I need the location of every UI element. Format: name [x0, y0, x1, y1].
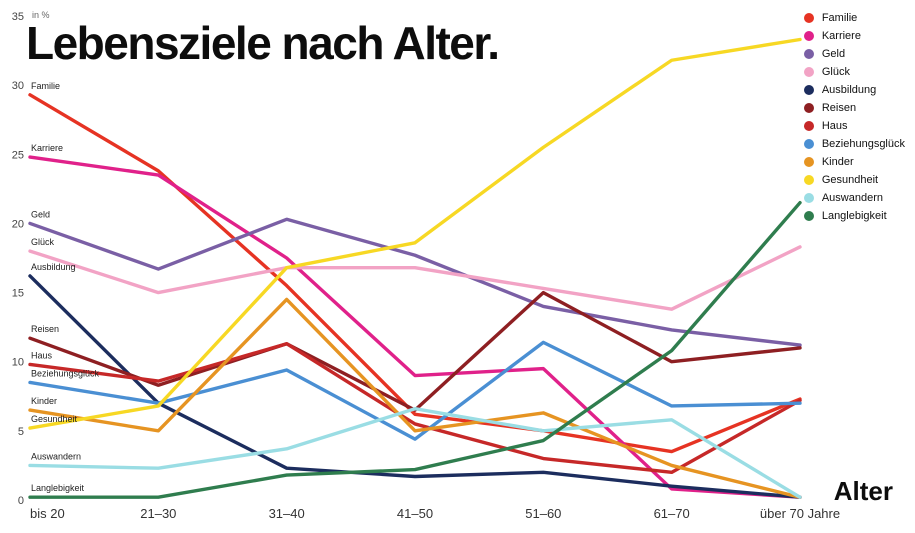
- series-line-gl-ck: [28, 245, 802, 311]
- legend-color-dot: [803, 157, 814, 167]
- x-tick-label: 41–50: [397, 506, 433, 521]
- series-line-auswandern: [28, 407, 802, 499]
- series-start-label: Geld: [31, 209, 50, 219]
- series-start-label: Auswandern: [31, 451, 81, 461]
- series-line-beziehungsgl-ck: [28, 340, 802, 441]
- legend-color-dot: [803, 193, 814, 203]
- legend-item: Kinder: [803, 156, 905, 168]
- series-start-label: Beziehungsglück: [31, 368, 100, 378]
- x-axis-title: Alter: [833, 476, 893, 506]
- page-title: Lebensziele nach Alter.: [26, 17, 500, 69]
- legend-color-dot: [803, 121, 814, 131]
- x-tick-label: 61–70: [654, 506, 690, 521]
- legend-color-dot: [803, 103, 814, 113]
- y-tick-label: 10: [12, 357, 24, 369]
- legend-label: Haus: [821, 120, 848, 132]
- y-tick-label: 5: [18, 426, 24, 438]
- legend-label: Reisen: [821, 102, 857, 114]
- legend-item: Glück: [803, 66, 905, 78]
- legend-label: Beziehungsglück: [821, 138, 905, 150]
- legend-color-dot: [803, 139, 814, 149]
- legend-label: Auswandern: [821, 192, 883, 204]
- y-axis-unit-label: in %: [32, 10, 50, 20]
- legend-label: Geld: [821, 48, 846, 60]
- legend-label: Karriere: [821, 30, 861, 42]
- series-start-label: Haus: [31, 350, 53, 360]
- series-line-langlebigkeit: [28, 200, 802, 499]
- legend-color-dot: [803, 49, 814, 59]
- legend: Familie Karriere Geld Glück Ausbildung Reisen…: [803, 12, 905, 222]
- x-tick-label: 21–30: [140, 506, 176, 521]
- series-start-label: Langlebigkeit: [31, 483, 85, 493]
- legend-color-dot: [803, 175, 814, 185]
- series-line-geld: [28, 217, 802, 347]
- legend-item: Auswandern: [803, 192, 905, 204]
- legend-label: Gesundheit: [821, 174, 879, 186]
- legend-label: Ausbildung: [821, 84, 877, 96]
- series-start-label: Karriere: [31, 143, 63, 153]
- legend-label: Kinder: [821, 156, 854, 168]
- x-tick-label: über 70 Jahre: [760, 506, 840, 521]
- series-start-label: Reisen: [31, 324, 59, 334]
- legend-label: Familie: [821, 12, 858, 24]
- legend-item: Langlebigkeit: [803, 210, 905, 222]
- legend-item: Geld: [803, 48, 905, 60]
- y-tick-label: 20: [12, 218, 24, 230]
- series-start-label: Familie: [31, 81, 60, 91]
- legend-label: Glück: [821, 66, 850, 78]
- legend-item: Gesundheit: [803, 174, 905, 186]
- y-tick-label: 15: [12, 288, 24, 300]
- y-tick-label: 25: [12, 149, 24, 161]
- series-line-familie: [28, 93, 802, 454]
- series-start-label: Ausbildung: [31, 262, 76, 272]
- series-line-haus: [28, 342, 802, 475]
- legend-color-dot: [803, 67, 814, 77]
- legend-item: Karriere: [803, 30, 905, 42]
- series-line-gesundheit: [28, 37, 802, 430]
- legend-color-dot: [803, 211, 814, 221]
- legend-item: Beziehungsglück: [803, 138, 905, 150]
- x-tick-label: 51–60: [525, 506, 561, 521]
- y-tick-label: 35: [12, 11, 24, 23]
- legend-item: Haus: [803, 120, 905, 132]
- legend-color-dot: [803, 13, 814, 23]
- legend-color-dot: [803, 85, 814, 95]
- series-line-karriere: [28, 155, 802, 499]
- series-start-label: Gesundheit: [31, 414, 78, 424]
- series-line-kinder: [28, 297, 802, 499]
- x-tick-label: 31–40: [269, 506, 305, 521]
- y-tick-label: 0: [18, 495, 24, 507]
- legend-item: Reisen: [803, 102, 905, 114]
- legend-color-dot: [803, 31, 814, 41]
- y-tick-label: 30: [12, 80, 24, 92]
- legend-label: Langlebigkeit: [821, 210, 887, 222]
- x-tick-label: bis 20: [30, 506, 65, 521]
- legend-item: Ausbildung: [803, 84, 905, 96]
- series-start-label: Kinder: [31, 396, 57, 406]
- legend-item: Familie: [803, 12, 905, 24]
- series-start-label: Glück: [31, 237, 55, 247]
